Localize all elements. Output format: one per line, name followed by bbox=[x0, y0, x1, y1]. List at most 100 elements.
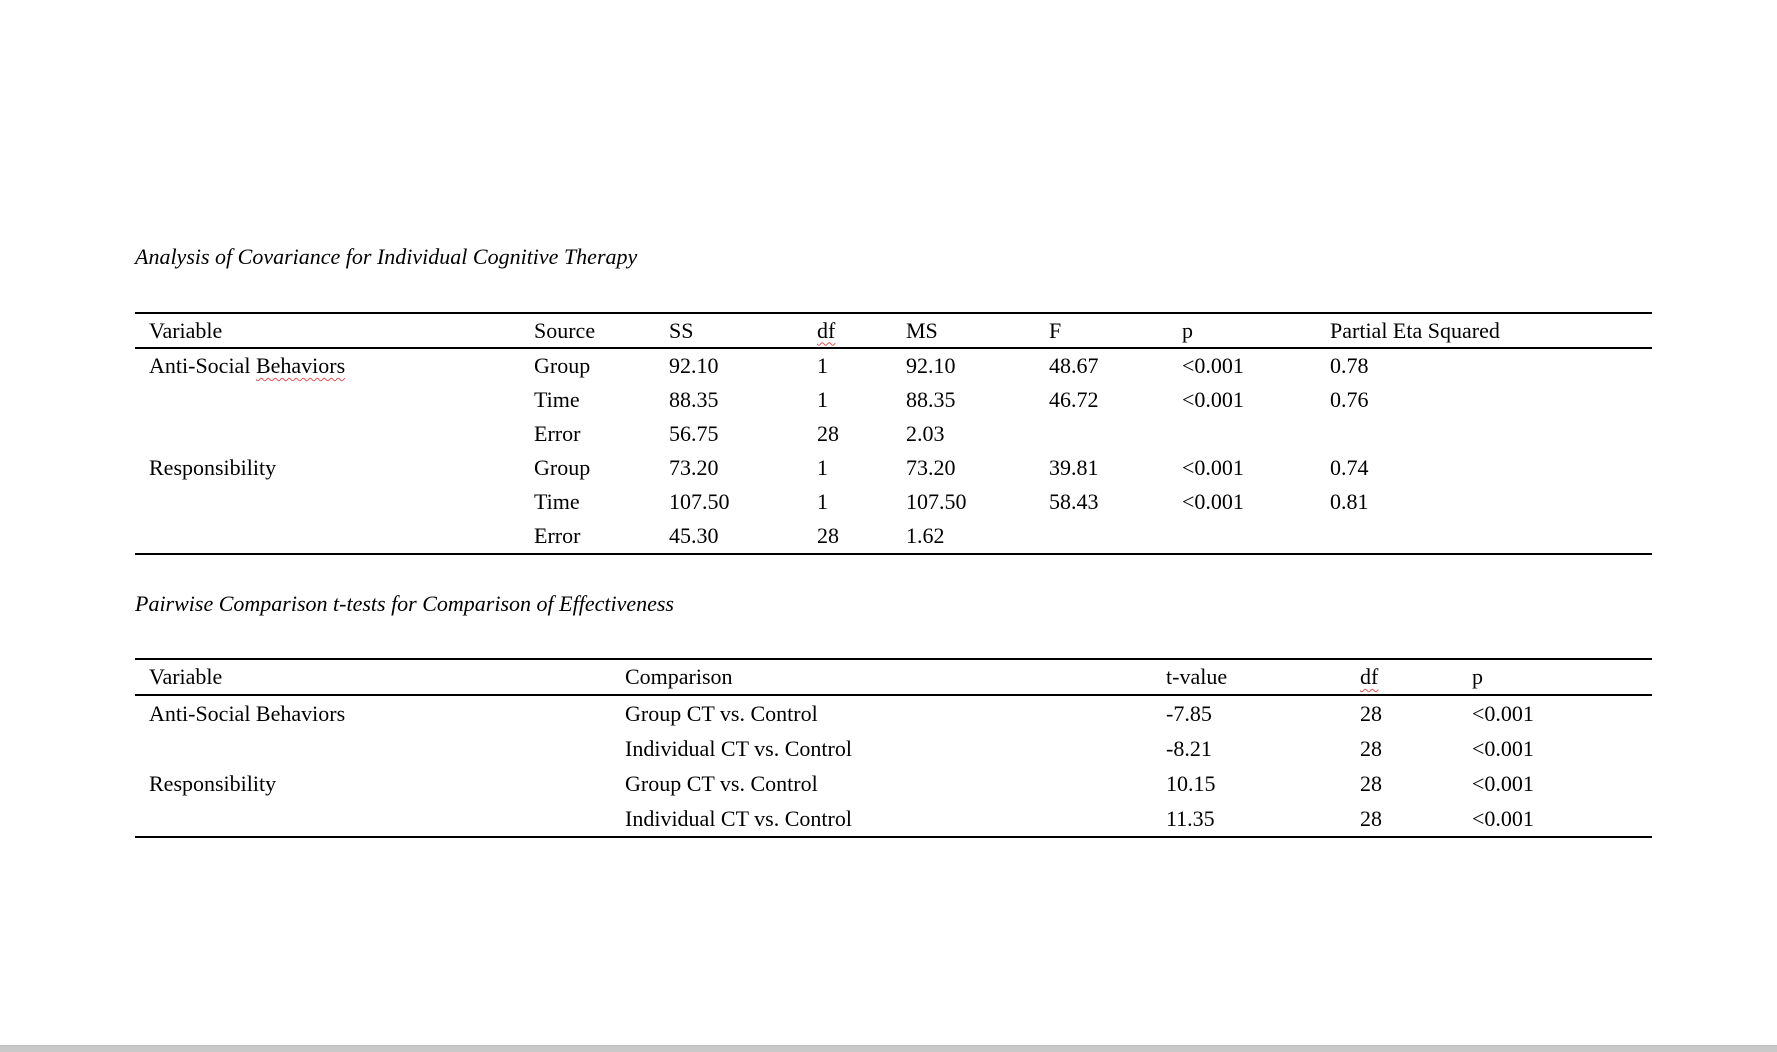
cell-variable: Responsibility bbox=[149, 770, 277, 796]
pairwise-table: Variable Comparison t-value df p Anti-So… bbox=[135, 658, 1652, 838]
cell-ms: 73.20 bbox=[906, 455, 956, 480]
cell-df: 28 bbox=[817, 421, 839, 446]
cell-p bbox=[1168, 519, 1316, 554]
cell-ss: 56.75 bbox=[669, 421, 719, 446]
col-header-variable: Variable bbox=[135, 659, 611, 696]
cell-p: <0.001 bbox=[1472, 700, 1534, 726]
cell-comparison: Individual CT vs. Control bbox=[625, 805, 852, 831]
cell-partial-eta-squared: 0.76 bbox=[1330, 387, 1369, 412]
pairwise-table-title: Pairwise Comparison t-tests for Comparis… bbox=[135, 591, 674, 616]
cell-variable: Responsibility bbox=[149, 455, 277, 480]
cell-ss: 73.20 bbox=[669, 455, 719, 480]
cell-p: <0.001 bbox=[1472, 805, 1534, 831]
cell-partial-eta-squared: 0.74 bbox=[1330, 455, 1369, 480]
col-header-p: p bbox=[1458, 659, 1652, 696]
cell-df: 28 bbox=[1360, 770, 1382, 796]
cell-variable: Anti-Social Behaviors bbox=[149, 353, 346, 378]
cell-df: 28 bbox=[1360, 735, 1382, 761]
ancova-table: Variable Source SS df MS F p Partial Eta… bbox=[135, 312, 1652, 555]
col-header-partial-eta-squared: Partial Eta Squared bbox=[1316, 313, 1652, 349]
cell-source: Group bbox=[534, 455, 591, 480]
spellcheck-underline: Behaviors bbox=[255, 353, 346, 378]
cell-p: <0.001 bbox=[1472, 770, 1534, 796]
cell-source: Error bbox=[534, 523, 581, 548]
cell-f: 39.81 bbox=[1049, 455, 1099, 480]
cell-variable: Anti-Social Behaviors bbox=[149, 700, 346, 726]
cell-df: 1 bbox=[817, 489, 828, 514]
table-row: Responsibility Group 73.20 1 73.20 39.81… bbox=[135, 451, 1652, 485]
table-row: Time 88.35 1 88.35 46.72 <0.001 0.76 bbox=[135, 383, 1652, 417]
col-header-ss: SS bbox=[655, 313, 803, 349]
cell-ms: 107.50 bbox=[906, 489, 967, 514]
table-row: Anti-Social Behaviors Group CT vs. Contr… bbox=[135, 695, 1652, 731]
cell-comparison: Group CT vs. Control bbox=[625, 700, 818, 726]
cell-partial-eta-squared bbox=[1316, 417, 1652, 451]
cell-source: Group bbox=[534, 353, 591, 378]
cell-f: 58.43 bbox=[1049, 489, 1099, 514]
table-row: Anti-Social Behaviors Group 92.10 1 92.1… bbox=[135, 348, 1652, 383]
cell-variable bbox=[135, 801, 611, 837]
cell-p bbox=[1168, 417, 1316, 451]
cell-partial-eta-squared: 0.81 bbox=[1330, 489, 1369, 514]
cell-ms: 92.10 bbox=[906, 353, 956, 378]
cell-df: 1 bbox=[817, 455, 828, 480]
cell-df: 1 bbox=[817, 387, 828, 412]
cell-t-value: 11.35 bbox=[1166, 805, 1215, 831]
cell-ms: 1.62 bbox=[906, 523, 945, 548]
cell-variable bbox=[135, 519, 520, 554]
cell-ms: 2.03 bbox=[906, 421, 945, 446]
pairwise-header-row: Variable Comparison t-value df p bbox=[135, 659, 1652, 696]
cell-variable bbox=[135, 383, 520, 417]
col-header-df: df bbox=[1346, 659, 1458, 696]
cell-f: 46.72 bbox=[1049, 387, 1099, 412]
cell-df: 28 bbox=[1360, 805, 1382, 831]
cell-p: <0.001 bbox=[1182, 455, 1244, 480]
col-header-variable: Variable bbox=[135, 313, 520, 349]
table-row: Error 56.75 28 2.03 bbox=[135, 417, 1652, 451]
table-row: Error 45.30 28 1.62 bbox=[135, 519, 1652, 554]
cell-ms: 88.35 bbox=[906, 387, 956, 412]
cell-df: 28 bbox=[817, 523, 839, 548]
cell-f bbox=[1035, 519, 1168, 554]
table-row: Time 107.50 1 107.50 58.43 <0.001 0.81 bbox=[135, 485, 1652, 519]
cell-source: Error bbox=[534, 421, 581, 446]
spellcheck-underline: df bbox=[1360, 664, 1379, 689]
table-row: Individual CT vs. Control -8.21 28 <0.00… bbox=[135, 731, 1652, 766]
cell-ss: 45.30 bbox=[669, 523, 719, 548]
cell-p: <0.001 bbox=[1182, 387, 1244, 412]
col-header-comparison: Comparison bbox=[611, 659, 1152, 696]
spellcheck-underline: df bbox=[817, 317, 836, 343]
col-header-df: df bbox=[803, 313, 892, 349]
cell-p: <0.001 bbox=[1472, 735, 1534, 761]
cell-df: 1 bbox=[817, 353, 828, 378]
cell-p: <0.001 bbox=[1182, 489, 1244, 514]
cell-variable bbox=[135, 417, 520, 451]
cell-variable bbox=[135, 731, 611, 766]
cell-partial-eta-squared bbox=[1316, 519, 1652, 554]
cell-df: 28 bbox=[1360, 700, 1382, 726]
ancova-header-row: Variable Source SS df MS F p Partial Eta… bbox=[135, 313, 1652, 349]
cell-t-value: 10.15 bbox=[1166, 770, 1216, 796]
cell-ss: 107.50 bbox=[669, 489, 730, 514]
cell-comparison: Individual CT vs. Control bbox=[625, 735, 852, 761]
table-row: Responsibility Group CT vs. Control 10.1… bbox=[135, 766, 1652, 801]
col-header-source: Source bbox=[520, 313, 655, 349]
cell-t-value: -8.21 bbox=[1166, 735, 1212, 761]
cell-source: Time bbox=[534, 387, 580, 412]
cell-comparison: Group CT vs. Control bbox=[625, 770, 818, 796]
cell-variable bbox=[135, 485, 520, 519]
window-bottom-edge bbox=[0, 1045, 1777, 1052]
col-header-f: F bbox=[1035, 313, 1168, 349]
cell-t-value: -7.85 bbox=[1166, 700, 1212, 726]
cell-source: Time bbox=[534, 489, 580, 514]
cell-p: <0.001 bbox=[1182, 353, 1244, 378]
col-header-t-value: t-value bbox=[1152, 659, 1346, 696]
cell-f bbox=[1035, 417, 1168, 451]
col-header-p: p bbox=[1168, 313, 1316, 349]
ancova-table-title: Analysis of Covariance for Individual Co… bbox=[135, 244, 638, 269]
cell-ss: 88.35 bbox=[669, 387, 719, 412]
cell-partial-eta-squared: 0.78 bbox=[1330, 353, 1369, 378]
table-row: Individual CT vs. Control 11.35 28 <0.00… bbox=[135, 801, 1652, 837]
cell-ss: 92.10 bbox=[669, 353, 719, 378]
